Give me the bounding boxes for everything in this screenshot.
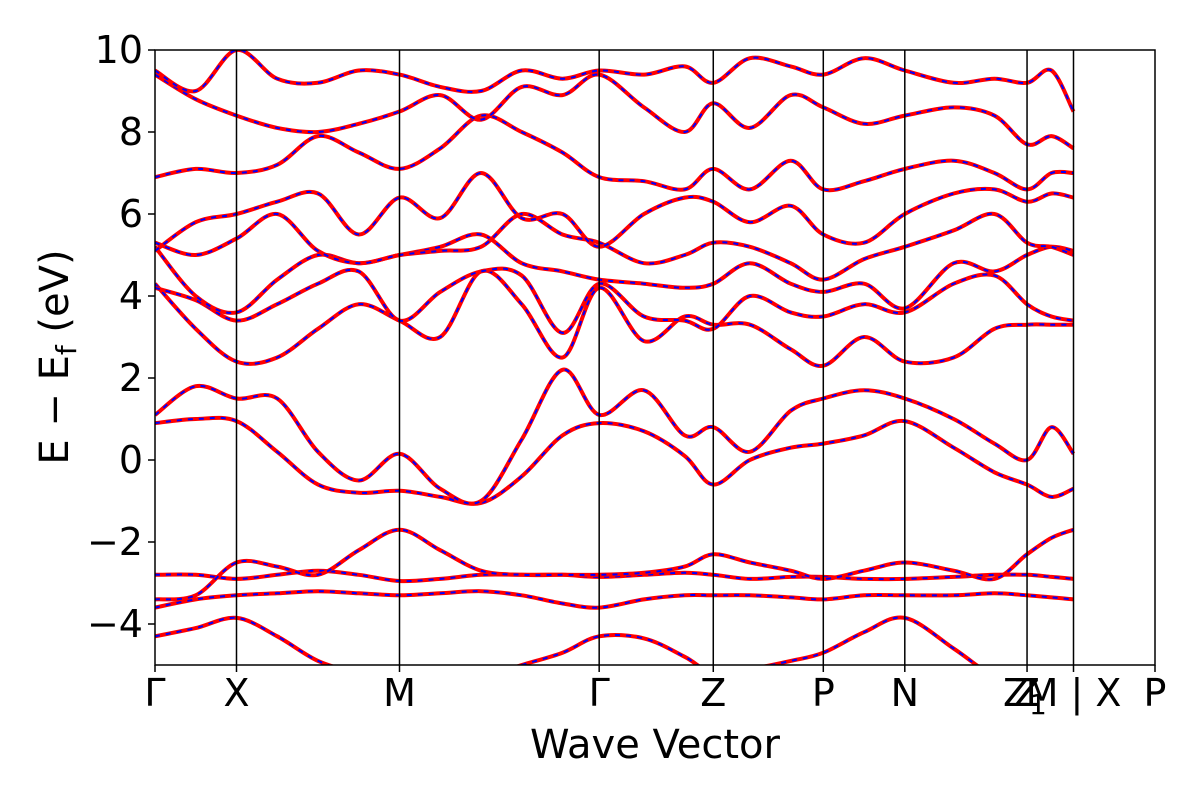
y-tick-label-1: −4 <box>87 602 143 646</box>
y-axis-title: E − Ef (eV) <box>32 249 83 464</box>
y-axis-title-main: E − E <box>32 355 78 465</box>
x-tick-label-7: N <box>891 671 919 715</box>
z1-label-sub: 1 <box>1029 688 1047 721</box>
y-tick-label-6: 6 <box>119 192 143 236</box>
band-line-dashed-7 <box>155 269 1074 367</box>
x-tick-label-2: X <box>223 671 249 715</box>
x-tick-label-8: Z <box>1014 671 1040 715</box>
y-tick-label-8: 10 <box>95 28 143 72</box>
x-tick-label-9: M | X <box>1026 671 1122 716</box>
z1-label: Z1 <box>1003 671 1047 721</box>
band-line-dashed-4 <box>155 616 978 665</box>
band-line-3 <box>155 527 1075 602</box>
y-tick-label-5: 4 <box>119 274 143 318</box>
band-line-dashed-14 <box>155 50 1075 112</box>
x-tick-label-1: Γ <box>144 671 165 715</box>
band-line-1 <box>155 589 1074 610</box>
band-line-dashed-8 <box>155 267 1074 334</box>
x-tick-label-4: Γ <box>589 671 610 715</box>
band-line-13 <box>155 72 1075 151</box>
band-line-4 <box>155 615 980 665</box>
band-lines <box>155 50 1076 665</box>
band-line-dashed-3 <box>155 528 1074 601</box>
band-line-dashed-6 <box>155 368 1075 505</box>
x-tick-label-10: P <box>1144 671 1167 715</box>
band-line-dashed-13 <box>155 73 1075 150</box>
x-tick-label-3: M <box>383 671 416 715</box>
band-line-7 <box>155 268 1074 368</box>
z1-label-main: Z <box>1003 671 1029 715</box>
kpoint-lines <box>235 50 1075 665</box>
plot-frame <box>154 49 1156 666</box>
y-tick-label-3: 0 <box>119 438 143 482</box>
y-tick-label-2: −2 <box>87 520 143 564</box>
band-line-dashed-9 <box>155 233 1074 314</box>
y-axis-title-sub: f <box>50 344 83 355</box>
x-axis-title: Wave Vector <box>530 722 781 768</box>
band-line-dashed-5 <box>155 416 1074 505</box>
x-tick-label-6: P <box>812 671 835 715</box>
band-line-dashed-12 <box>155 114 1074 192</box>
band-line-dashed-11 <box>155 171 1074 252</box>
x-tick-label-5: Z <box>700 671 726 715</box>
band-line-5 <box>155 415 1075 506</box>
y-tick-label-4: 2 <box>119 356 143 400</box>
band-line-dashed-10 <box>155 212 1074 281</box>
y-axis-ticks: −4 −2 0 2 4 6 8 10 <box>87 28 155 646</box>
y-axis-title-unit: (eV) <box>32 249 78 345</box>
y-tick-label-7: 8 <box>119 110 143 154</box>
